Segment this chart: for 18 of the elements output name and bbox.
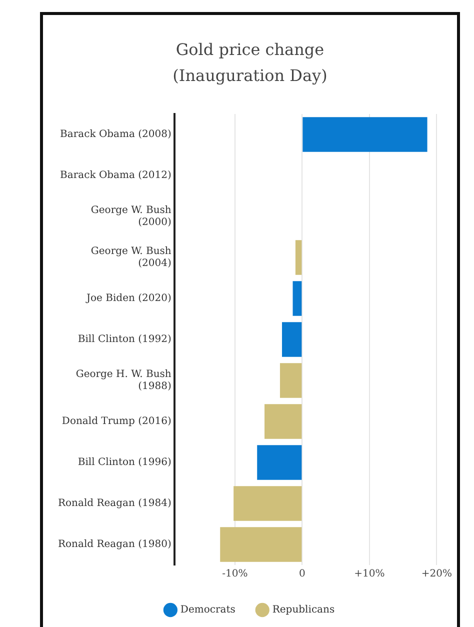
y-tick-label: Bill Clinton (1996)	[78, 457, 172, 468]
y-tick-label: Joe Biden (2020)	[86, 293, 172, 304]
legend-label: Democrats	[180, 604, 236, 616]
chart-title: Gold price change (Inauguration Day)	[172, 39, 328, 87]
x-tick-label: 0	[298, 568, 306, 580]
y-tick-label: Barack Obama (2008)	[60, 129, 172, 140]
y-tick-label: Bill Clinton (1992)	[78, 334, 172, 346]
x-tick-label: +20%	[421, 568, 452, 580]
y-tick-label: Donald Trump (2016)	[62, 416, 172, 428]
x-tick-label: -10%	[222, 568, 248, 580]
y-tick-label: Barack Obama (2012)	[60, 170, 172, 182]
y-tick-label: Ronald Reagan (1984)	[58, 498, 172, 510]
y-tick-label: George W. Bush (2004)	[90, 246, 172, 270]
legend-label: Republicans	[272, 604, 335, 616]
x-tick-label: +10%	[354, 568, 385, 580]
y-tick-label: Ronald Reagan (1980)	[58, 539, 172, 550]
y-tick-label: George W. Bush (2000)	[90, 205, 172, 228]
y-tick-label: George H. W. Bush (1988)	[76, 369, 172, 392]
